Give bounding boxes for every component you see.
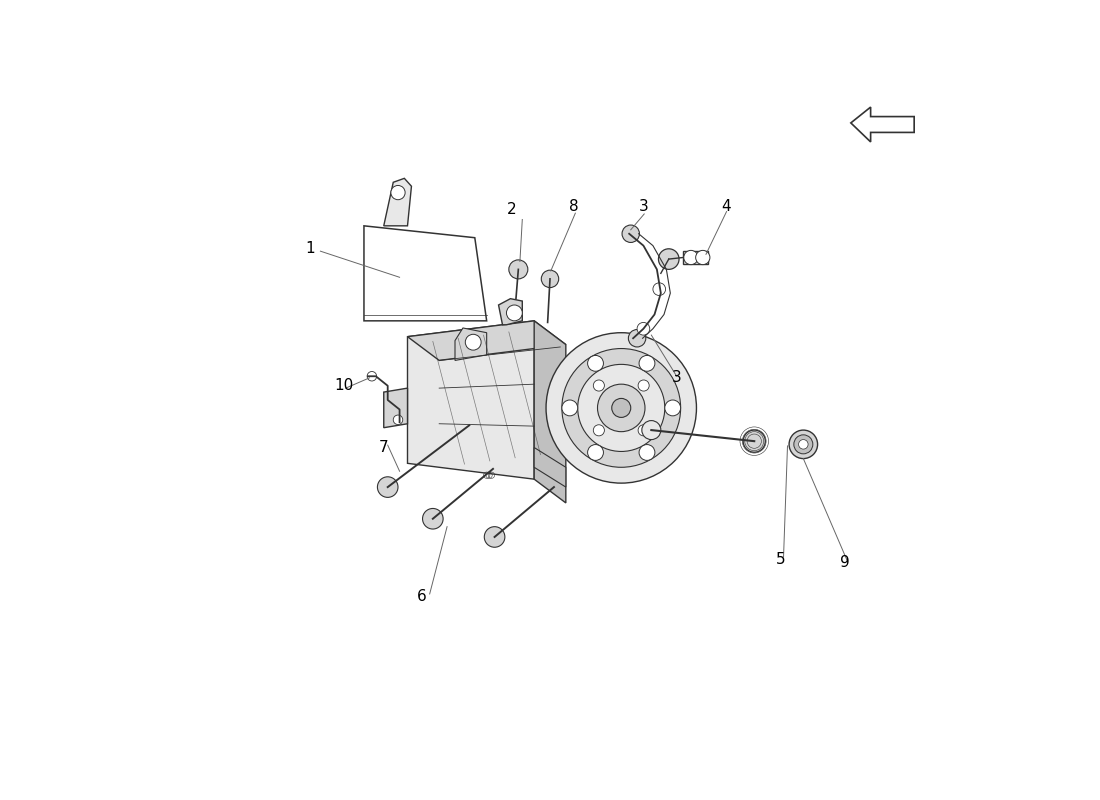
Circle shape [578, 364, 664, 451]
Circle shape [638, 380, 649, 391]
Circle shape [484, 526, 505, 547]
Circle shape [367, 371, 376, 381]
Circle shape [612, 398, 630, 418]
Polygon shape [535, 321, 565, 503]
Circle shape [562, 400, 578, 416]
Circle shape [695, 250, 710, 265]
Circle shape [744, 430, 766, 452]
Circle shape [638, 425, 649, 436]
Polygon shape [455, 328, 486, 361]
Polygon shape [384, 178, 411, 226]
Circle shape [390, 186, 405, 200]
Text: 10: 10 [334, 378, 354, 394]
Circle shape [377, 477, 398, 498]
Circle shape [597, 384, 645, 432]
Text: 2: 2 [507, 202, 517, 218]
Circle shape [541, 270, 559, 287]
Text: 3: 3 [672, 370, 682, 386]
Circle shape [593, 425, 604, 436]
Circle shape [506, 305, 522, 321]
Circle shape [653, 283, 666, 295]
Circle shape [659, 249, 679, 270]
Circle shape [562, 349, 681, 467]
Circle shape [664, 400, 681, 416]
Polygon shape [407, 321, 565, 361]
Circle shape [394, 415, 403, 425]
Polygon shape [498, 298, 522, 325]
Circle shape [637, 322, 650, 335]
Circle shape [794, 435, 813, 454]
Text: 3: 3 [638, 198, 648, 214]
Polygon shape [384, 388, 407, 428]
Circle shape [593, 380, 604, 391]
Circle shape [628, 330, 646, 347]
Text: 7: 7 [378, 440, 388, 455]
Circle shape [641, 421, 661, 439]
Circle shape [789, 430, 817, 458]
Circle shape [587, 355, 604, 371]
Text: 9: 9 [839, 554, 849, 570]
Circle shape [546, 333, 696, 483]
Polygon shape [407, 321, 535, 479]
Polygon shape [683, 251, 708, 264]
Circle shape [799, 439, 808, 449]
Circle shape [639, 355, 654, 371]
Text: 4: 4 [720, 198, 730, 214]
Circle shape [422, 509, 443, 529]
Text: 6: 6 [417, 589, 427, 604]
Text: 1: 1 [306, 241, 315, 255]
Circle shape [621, 225, 639, 242]
Text: 5: 5 [777, 553, 786, 567]
Polygon shape [850, 107, 914, 142]
Circle shape [509, 260, 528, 279]
Polygon shape [364, 226, 486, 321]
Circle shape [587, 445, 604, 460]
Text: 8: 8 [569, 198, 579, 214]
Polygon shape [535, 447, 565, 487]
Circle shape [639, 445, 654, 460]
Circle shape [684, 250, 699, 265]
Circle shape [465, 334, 481, 350]
